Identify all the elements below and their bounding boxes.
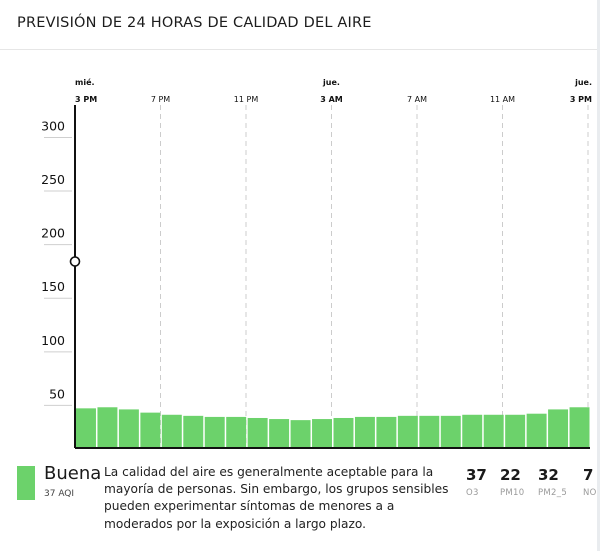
y-tick-label: 200 <box>41 226 65 241</box>
aqi-bar <box>161 414 182 448</box>
time-tick-label: 3 PM <box>570 95 592 104</box>
y-tick-label: 50 <box>49 386 65 401</box>
aqi-bar <box>526 413 547 448</box>
aqi-bar <box>226 416 247 448</box>
aqi-bar <box>505 414 526 448</box>
aqi-forecast-chart: mié. 3 PM 7 PM 11 PM jue. 3 AM 7 AM 11 AM jue. 3 … <box>41 77 592 449</box>
aqi-bar <box>483 414 504 448</box>
aqi-bar <box>569 407 590 448</box>
aqi-bar <box>376 416 397 448</box>
time-tick-label: 11 AM <box>490 95 515 104</box>
aqi-bar <box>118 409 139 448</box>
aqi-bar <box>183 415 204 448</box>
pollutant-pm2-5: 32 PM2_5 <box>538 466 578 498</box>
aqi-category-swatch <box>17 466 35 500</box>
time-tick-label: 3 PM <box>75 95 97 104</box>
aqi-bar <box>397 415 418 448</box>
pollutant-no2: 7 NO2 <box>583 466 597 498</box>
aqi-bar <box>312 419 332 448</box>
aqi-value-label: 37 AQI <box>44 489 75 499</box>
time-tick-day-label: mié. <box>75 77 95 87</box>
aqi-bar <box>548 409 569 448</box>
aqi-bar <box>333 417 354 448</box>
page-header: PREVISIÓN DE 24 HORAS DE CALIDAD DEL AIR… <box>0 0 600 50</box>
current-time-marker <box>69 256 81 267</box>
aqi-bar <box>204 416 225 448</box>
aqi-bar <box>290 420 311 448</box>
pollutant-name: O3 <box>466 488 479 498</box>
scrollbar-edge <box>597 0 600 551</box>
time-tick-day-label: jue. <box>322 78 340 87</box>
aqi-bar <box>140 412 161 448</box>
page-title: PREVISIÓN DE 24 HORAS DE CALIDAD DEL AIR… <box>17 15 372 31</box>
aqi-bar <box>440 415 461 448</box>
time-tick-label: 7 PM <box>151 95 170 104</box>
pollutant-value: 32 <box>538 466 559 484</box>
aqi-category-label: Buena <box>44 463 102 484</box>
aqi-summary: Buena 37 AQI La calidad del aire es gene… <box>0 455 600 551</box>
aqi-bar <box>97 407 118 448</box>
y-tick-label: 150 <box>41 279 65 294</box>
pollutant-name: PM2_5 <box>538 488 568 498</box>
time-tick-day-label: jue. <box>574 78 592 87</box>
time-tick-label: 3 AM <box>320 95 343 104</box>
aqi-bar <box>76 408 96 448</box>
pollutant-name: PM10 <box>500 488 525 498</box>
y-tick-label: 100 <box>41 333 65 348</box>
y-tick-label: 300 <box>41 118 65 133</box>
aqi-description: La calidad del aire es generalmente acep… <box>104 465 449 531</box>
aqi-bar <box>462 414 483 448</box>
pollutant-o3: 37 O3 <box>466 466 506 498</box>
aqi-bar <box>419 415 440 448</box>
aqi-bar <box>269 419 290 448</box>
pollutant-value: 37 <box>466 466 487 484</box>
pollutant-value: 22 <box>500 466 521 484</box>
time-tick-label: 11 PM <box>234 95 259 104</box>
pollutant-pm10: 22 PM10 <box>500 466 540 498</box>
aqi-bar <box>247 417 268 448</box>
y-tick-label: 250 <box>41 172 65 187</box>
pollutant-value: 7 <box>583 466 594 484</box>
aqi-bar <box>354 416 375 448</box>
pollutant-name: NO2 <box>583 488 597 498</box>
time-tick-label: 7 AM <box>407 95 427 104</box>
